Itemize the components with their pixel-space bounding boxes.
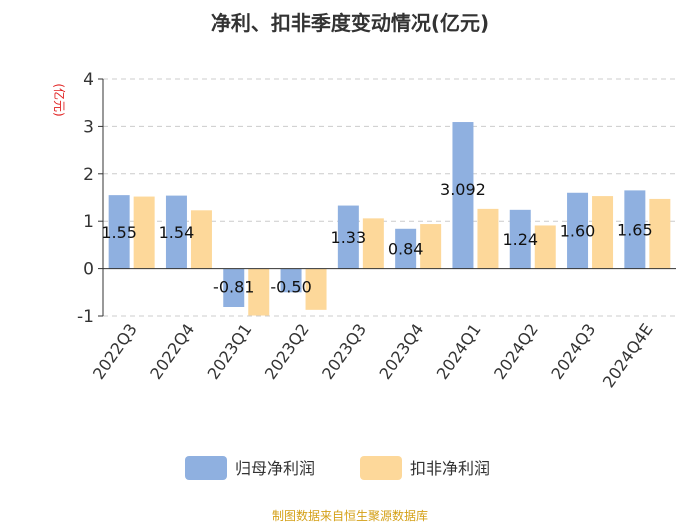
bar-net-profit-2023Q1 [223, 268, 245, 307]
bar-deducted-profit-2023Q2 [305, 268, 327, 310]
data-label: 1.24 [502, 230, 538, 249]
data-label: 3.092 [440, 180, 486, 199]
data-label: 0.84 [388, 240, 424, 259]
legend: 归母净利润 扣非净利润 [185, 456, 490, 480]
chart-title: 净利、扣非季度变动情况(亿元) [211, 11, 489, 35]
bar-deducted-profit-2024Q3 [592, 196, 614, 269]
data-label: 1.65 [617, 220, 653, 239]
x-tick-label: 2023Q3 [318, 320, 370, 383]
bar-net-profit-2024Q1 [452, 122, 474, 269]
y-tick-label: -1 [77, 307, 94, 327]
bar-deducted-profit-2023Q3 [362, 218, 384, 269]
data-label: 1.60 [560, 222, 596, 241]
bar-deducted-profit-2023Q1 [248, 268, 270, 316]
x-tick-label: 2022Q4 [146, 320, 198, 383]
bar-net-profit-2022Q3 [108, 195, 130, 269]
x-tick-label: 2024Q4E [599, 320, 657, 391]
bar-deducted-profit-2023Q4 [420, 224, 442, 269]
y-tick-label: 3 [83, 117, 94, 137]
data-labels: 1.55 1.54 -0.81 -0.50 1.33 0.84 3.092 1.24 1.60 1… [101, 180, 652, 296]
data-label: 1.33 [331, 228, 367, 247]
data-label: 1.55 [101, 223, 137, 242]
bar-deducted-profit-2024Q4E [649, 198, 671, 269]
x-tick-label: 2022Q3 [89, 320, 141, 383]
bar-deducted-profit-2024Q1 [477, 208, 499, 269]
data-label: 1.54 [159, 223, 195, 242]
bar-deducted-profit-2022Q3 [133, 196, 155, 269]
data-label: -0.50 [270, 278, 311, 297]
x-tick-label: 2023Q4 [375, 320, 427, 383]
x-tick-label: 2023Q1 [204, 320, 256, 383]
data-label: -0.81 [213, 278, 254, 297]
grid-lines [103, 78, 676, 317]
x-tick-label: 2024Q3 [547, 320, 599, 383]
y-axis-unit: (亿元) [52, 83, 67, 116]
legend-swatch [360, 456, 402, 480]
legend-label: 归母净利润 [235, 459, 315, 478]
bar-net-profit-2023Q3 [337, 205, 359, 269]
bars [108, 122, 671, 316]
y-tick-label: 1 [83, 212, 94, 232]
bar-net-profit-2024Q3 [567, 192, 589, 269]
y-tick-label: 2 [83, 165, 94, 185]
y-tick-label: 0 [83, 260, 94, 280]
x-tick-label: 2024Q2 [490, 320, 542, 383]
bar-net-profit-2024Q2 [509, 209, 531, 269]
bar-net-profit-2024Q4E [624, 190, 646, 269]
bar-net-profit-2023Q4 [395, 228, 417, 269]
y-tick-label: 4 [83, 70, 94, 90]
x-tick-label: 2024Q1 [433, 320, 485, 383]
legend-swatch [185, 456, 227, 480]
x-tick-label: 2023Q2 [261, 320, 313, 383]
bar-net-profit-2022Q4 [165, 195, 187, 269]
legend-label: 扣非净利润 [410, 459, 490, 478]
bar-deducted-profit-2022Q4 [190, 210, 212, 269]
source-note: 制图数据来自恒生聚源数据库 [272, 508, 428, 523]
bar-deducted-profit-2024Q2 [534, 225, 556, 269]
bar-net-profit-2023Q2 [280, 268, 302, 293]
